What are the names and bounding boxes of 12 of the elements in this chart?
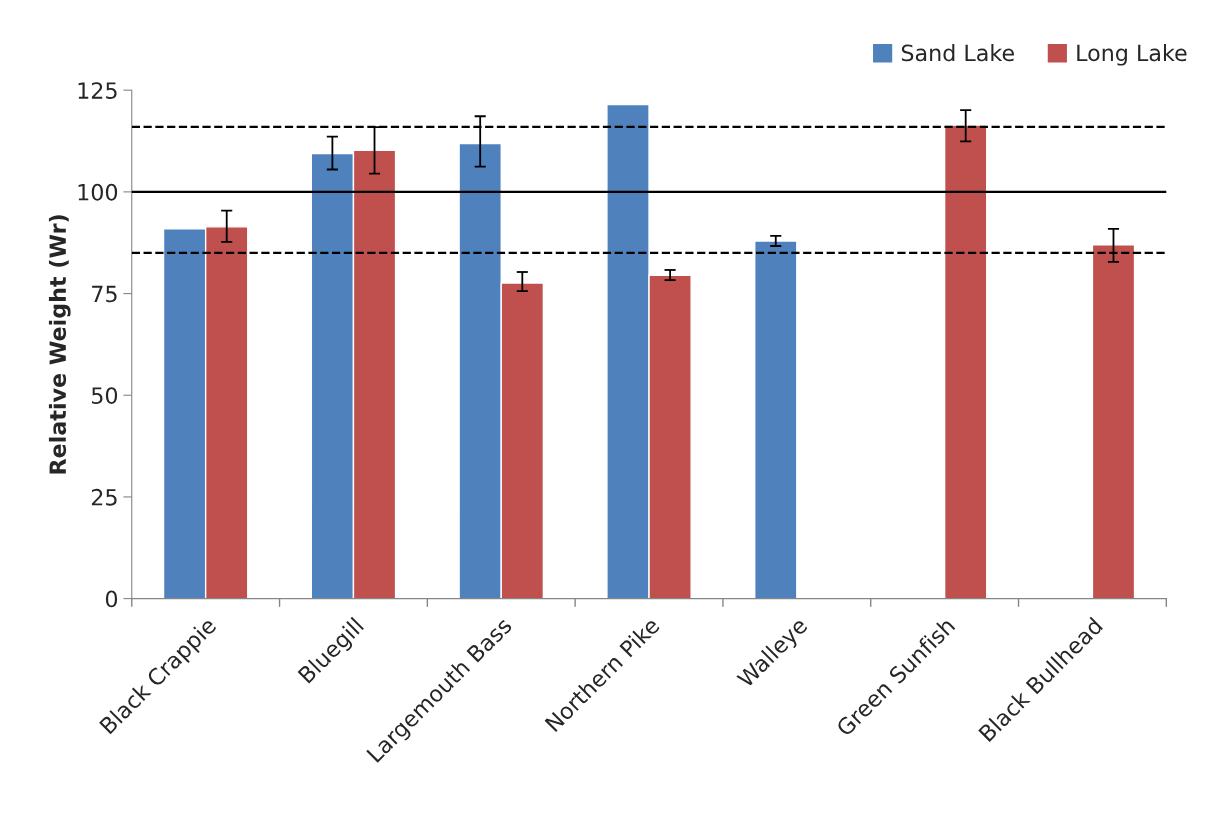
y-tick-label: 0 — [105, 590, 118, 608]
y-tick-label: 100 — [78, 183, 118, 201]
y-tick-label: 25 — [91, 488, 117, 506]
legend-label: Sand Lake — [901, 44, 1014, 62]
y-tick-label: 125 — [78, 82, 117, 99]
y-axis-title: Relative Weight (Wr) — [48, 215, 71, 474]
y-tick-label: 75 — [92, 285, 117, 303]
bar — [754, 240, 798, 599]
bar — [1091, 244, 1136, 599]
y-tick-label: 50 — [92, 387, 118, 404]
bar — [943, 124, 988, 599]
legend-label: Long Lake — [1077, 44, 1187, 66]
